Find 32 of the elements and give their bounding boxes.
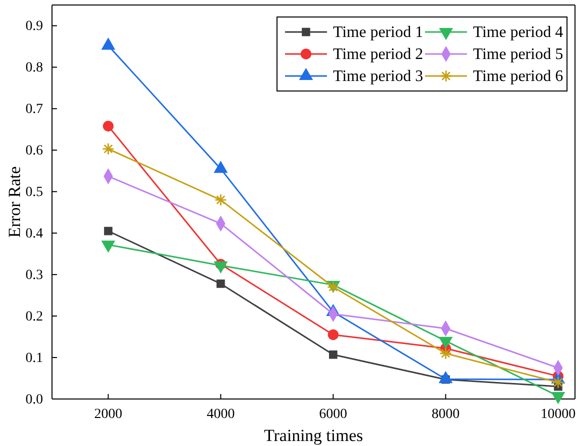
point <box>552 376 564 389</box>
y-tick-label: 0.8 <box>26 60 43 76</box>
point <box>102 142 114 156</box>
legend-label: Time period 2 <box>333 46 424 63</box>
y-tick-label: 0.6 <box>26 144 43 159</box>
point <box>329 350 338 359</box>
y-tick-label: 0.9 <box>26 19 43 34</box>
x-tick-label: 2000 <box>94 406 122 422</box>
point <box>104 226 112 236</box>
y-tick-label: 0.3 <box>26 268 43 284</box>
x-axis-title: Training times <box>264 426 364 445</box>
legend-label: Time period 1 <box>333 24 424 41</box>
y-tick-label: 0.2 <box>26 310 43 325</box>
y-axis-title: Error Rate <box>5 166 24 238</box>
legend-label: Time period 3 <box>333 68 424 85</box>
point <box>216 280 225 288</box>
legend-label: Time period 5 <box>473 46 564 63</box>
x-tick-label: 6000 <box>319 406 348 422</box>
y-tick-label: 0.7 <box>26 102 43 118</box>
y-tick-label: 0.5 <box>26 185 43 200</box>
y-tick-label: 0.1 <box>26 351 43 366</box>
point <box>328 329 339 340</box>
y-tick-label: 0.0 <box>26 392 43 408</box>
x-tick-label: 8000 <box>432 406 460 422</box>
point <box>102 120 114 132</box>
x-tick-label: 10000 <box>540 406 576 422</box>
y-tick-label: 0.4 <box>26 226 43 242</box>
x-tick-label: 4000 <box>206 406 235 422</box>
point <box>439 347 452 360</box>
legend-label: Time period 6 <box>473 68 564 85</box>
legend-label: Time period 4 <box>473 24 564 41</box>
point <box>214 194 227 206</box>
